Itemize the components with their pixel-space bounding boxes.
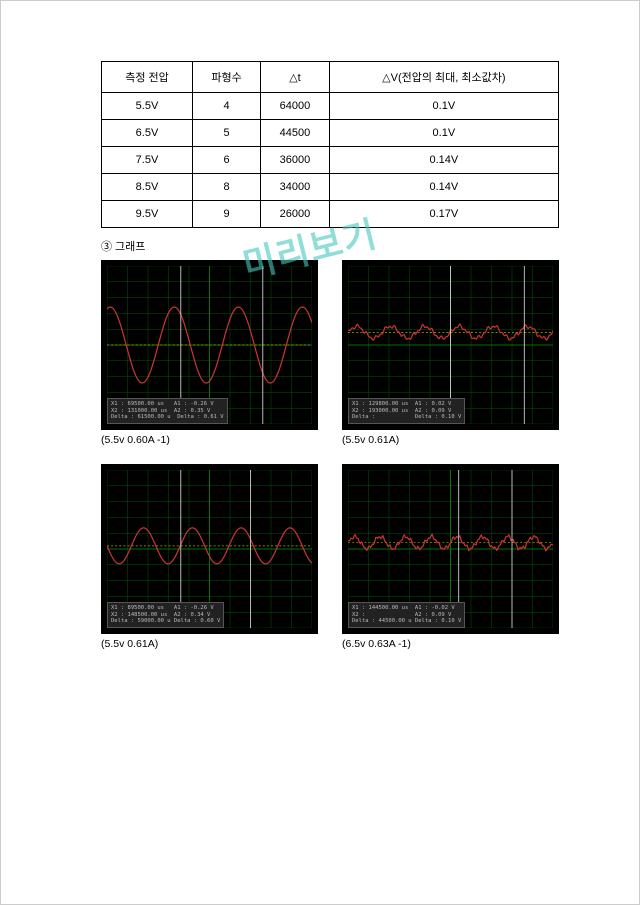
oscilloscope-view: X1 : 69500.00 us A1 : -0.26 V X2 : 13100… [101,260,318,430]
table-row: 7.5V6360000.14V [102,147,559,174]
table-cell: 5.5V [102,93,193,120]
oscilloscope-view: X1 : 89500.00 us A1 : -0.26 V X2 : 14850… [101,464,318,634]
chart-caption: (5.5v 0.60A -1) [101,434,318,446]
table-row: 9.5V9260000.17V [102,201,559,228]
table-cell: 0.1V [329,120,558,147]
chart-caption: (5.5v 0.61A) [101,638,318,650]
table-row: 5.5V4640000.1V [102,93,559,120]
table-cell: 64000 [261,93,330,120]
table-cell: 8.5V [102,174,193,201]
table-cell: 9.5V [102,201,193,228]
table-header: △t [261,62,330,93]
table-cell: 0.14V [329,147,558,174]
scope-readout: X1 : 144500.00 us A1 : -0.02 V X2 : A2 :… [348,602,465,628]
table-row: 8.5V8340000.14V [102,174,559,201]
chart-caption: (5.5v 0.61A) [342,434,559,446]
table-header: 측정 전압 [102,62,193,93]
table-cell: 34000 [261,174,330,201]
table-cell: 6.5V [102,120,193,147]
section-title: ③ 그래프 [101,238,559,254]
table-cell: 0.1V [329,93,558,120]
table-row: 6.5V5445000.1V [102,120,559,147]
table-cell: 44500 [261,120,330,147]
table-cell: 8 [192,174,260,201]
table-cell: 0.14V [329,174,558,201]
table-cell: 6 [192,147,260,174]
chart-block: X1 : 129800.00 us A1 : 0.02 V X2 : 19300… [342,260,559,446]
scope-readout: X1 : 89500.00 us A1 : -0.26 V X2 : 14850… [107,602,224,628]
charts-grid: X1 : 69500.00 us A1 : -0.26 V X2 : 13100… [101,260,559,650]
table-cell: 36000 [261,147,330,174]
table-cell: 9 [192,201,260,228]
table-header: △V(전압의 최대, 최소값차) [329,62,558,93]
measurement-table: 측정 전압파형수△t△V(전압의 최대, 최소값차) 5.5V4640000.1… [101,61,559,228]
chart-block: X1 : 69500.00 us A1 : -0.26 V X2 : 13100… [101,260,318,446]
table-cell: 0.17V [329,201,558,228]
table-cell: 7.5V [102,147,193,174]
chart-caption: (6.5v 0.63A -1) [342,638,559,650]
scope-readout: X1 : 129800.00 us A1 : 0.02 V X2 : 19300… [348,398,465,424]
chart-block: X1 : 144500.00 us A1 : -0.02 V X2 : A2 :… [342,464,559,650]
table-cell: 26000 [261,201,330,228]
table-header: 파형수 [192,62,260,93]
oscilloscope-view: X1 : 144500.00 us A1 : -0.02 V X2 : A2 :… [342,464,559,634]
chart-block: X1 : 89500.00 us A1 : -0.26 V X2 : 14850… [101,464,318,650]
scope-readout: X1 : 69500.00 us A1 : -0.26 V X2 : 13100… [107,398,228,424]
table-cell: 5 [192,120,260,147]
oscilloscope-view: X1 : 129800.00 us A1 : 0.02 V X2 : 19300… [342,260,559,430]
table-cell: 4 [192,93,260,120]
